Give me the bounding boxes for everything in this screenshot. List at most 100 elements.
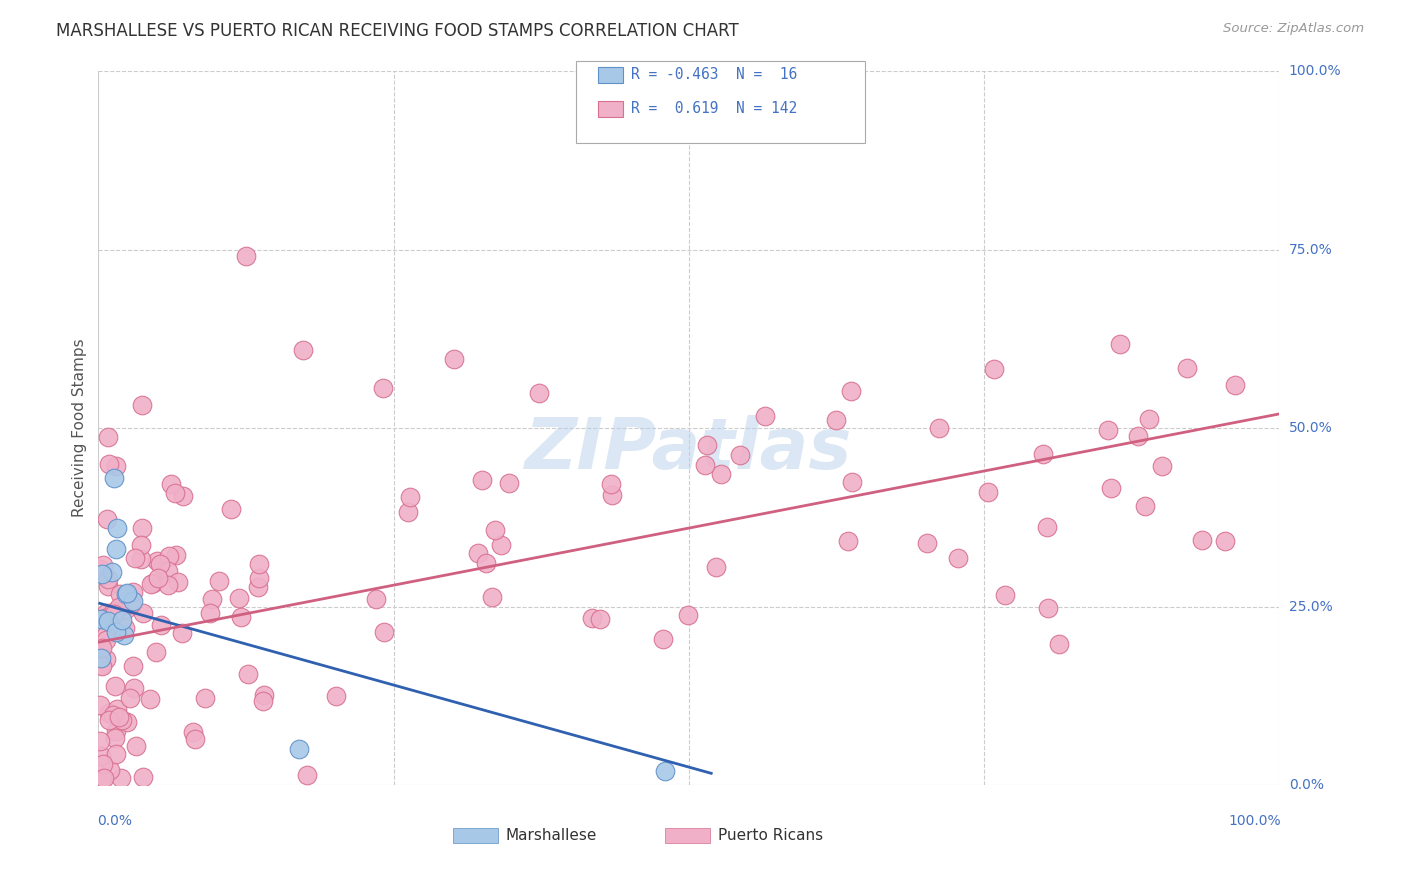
Point (246, 580, 269, 594)
Point (104, 723, 127, 738)
Point (652, 632, 675, 646)
Point (219, 502, 242, 516)
Point (170, 626, 193, 640)
Point (467, 546, 489, 560)
Point (1036, 519, 1059, 533)
Point (138, 691, 160, 706)
Point (110, 771, 132, 785)
Point (122, 594, 145, 608)
Text: 100.0%: 100.0% (1289, 64, 1341, 78)
Point (163, 485, 186, 500)
Point (115, 587, 138, 601)
Point (105, 624, 128, 639)
Point (97, 430, 120, 444)
Point (366, 592, 388, 607)
Text: Marshallese: Marshallese (506, 828, 598, 843)
Point (120, 597, 142, 611)
Text: ZIPatlas: ZIPatlas (526, 415, 852, 484)
Point (184, 732, 207, 747)
Point (600, 488, 623, 502)
Point (236, 666, 259, 681)
Point (91, 567, 114, 582)
Point (105, 458, 128, 473)
Point (89, 734, 111, 748)
Point (475, 556, 498, 570)
Point (101, 605, 124, 619)
Point (183, 725, 205, 739)
Point (104, 747, 127, 761)
Text: 50.0%: 50.0% (1289, 421, 1333, 435)
Point (129, 551, 152, 566)
Point (373, 625, 395, 640)
Point (1213, 534, 1236, 549)
Point (1191, 533, 1213, 548)
Point (111, 613, 134, 627)
Point (589, 612, 612, 626)
Point (172, 489, 194, 503)
Text: 25.0%: 25.0% (1289, 599, 1333, 614)
Point (97, 713, 120, 727)
Point (89, 561, 111, 575)
Point (96, 512, 118, 526)
Point (103, 708, 125, 723)
Point (121, 658, 143, 673)
Text: Puerto Ricans: Puerto Ricans (718, 828, 824, 843)
Text: 0.0%: 0.0% (1289, 778, 1324, 792)
Point (149, 557, 172, 571)
Point (600, 477, 623, 491)
Point (292, 343, 315, 358)
Point (1036, 601, 1059, 615)
Point (131, 521, 153, 535)
Point (201, 591, 224, 606)
Point (142, 576, 165, 591)
Point (837, 534, 859, 549)
Point (131, 398, 153, 412)
Point (825, 413, 848, 427)
Point (96, 651, 118, 665)
Point (90, 651, 112, 665)
Point (1047, 637, 1070, 651)
Point (325, 690, 347, 704)
Point (97, 573, 120, 587)
Point (160, 477, 183, 491)
Point (443, 351, 465, 366)
Point (108, 587, 131, 601)
Point (145, 554, 167, 568)
Point (94, 632, 117, 647)
Point (132, 771, 155, 785)
Point (706, 559, 728, 574)
Point (983, 361, 1005, 376)
Point (841, 475, 863, 490)
Point (122, 681, 145, 695)
Point (141, 577, 163, 591)
Point (676, 608, 699, 623)
Point (1099, 481, 1122, 495)
Point (252, 694, 274, 708)
Point (115, 714, 138, 729)
Point (1133, 500, 1156, 514)
Point (114, 602, 136, 616)
Point (235, 249, 257, 263)
Point (754, 409, 776, 423)
Point (1225, 377, 1247, 392)
Point (145, 645, 167, 659)
Point (581, 611, 603, 625)
Point (693, 458, 716, 472)
Point (253, 688, 276, 702)
Text: R = -0.463  N =  16: R = -0.463 N = 16 (631, 68, 797, 82)
Point (166, 548, 188, 562)
Point (98, 763, 121, 777)
Bar (665, 828, 710, 844)
Point (1032, 447, 1054, 461)
Point (917, 535, 939, 549)
Bar (453, 828, 498, 844)
Text: 100.0%: 100.0% (1227, 814, 1281, 828)
Point (471, 473, 494, 487)
Point (1150, 458, 1173, 473)
Point (112, 628, 135, 642)
Point (97, 614, 120, 628)
Point (90, 657, 112, 672)
Point (157, 578, 180, 592)
Point (399, 490, 422, 504)
Point (118, 690, 141, 705)
